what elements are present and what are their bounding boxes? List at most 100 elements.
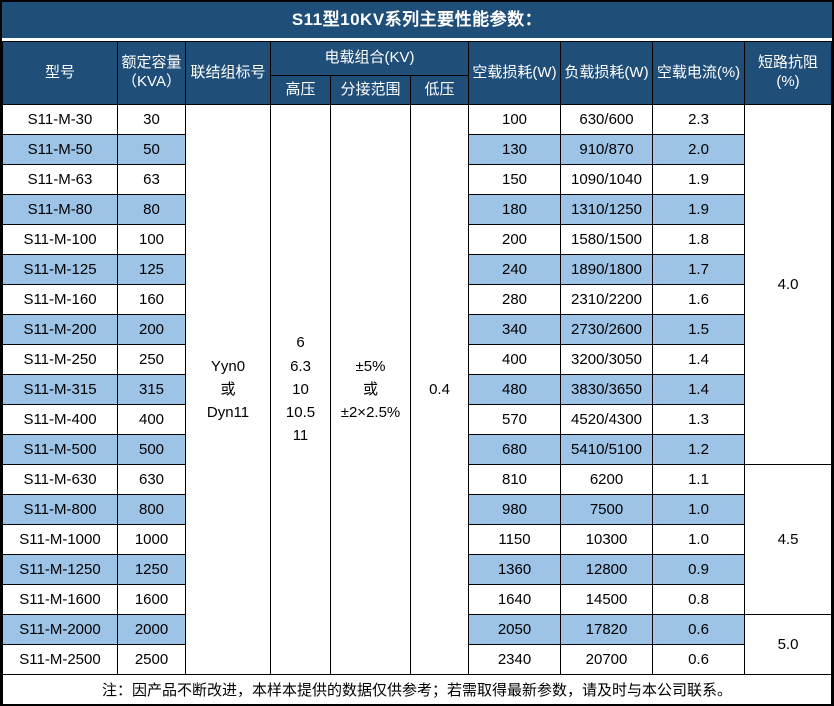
model-cell: S11-M-400	[2, 404, 118, 435]
capacity-cell: 800	[117, 494, 186, 525]
no-load-current-cell: 0.9	[652, 554, 745, 585]
load-loss-cell: 5410/5100	[560, 434, 653, 465]
capacity-cell: 63	[117, 164, 186, 195]
load-loss-cell: 630/600	[560, 104, 653, 135]
header-tap-range: 分接范围	[330, 75, 411, 105]
no-load-loss-cell: 480	[468, 374, 561, 405]
impedance-cell: 5.0	[744, 614, 832, 675]
load-loss-cell: 1890/1800	[560, 254, 653, 285]
model-cell: S11-M-63	[2, 164, 118, 195]
capacity-cell: 1600	[117, 584, 186, 615]
capacity-cell: 1250	[117, 554, 186, 585]
capacity-cell: 2000	[117, 614, 186, 645]
load-loss-cell: 2730/2600	[560, 314, 653, 345]
header-connection: 联结组标号	[185, 41, 271, 105]
header-capacity: 额定容量 （KVA）	[117, 41, 186, 105]
table-row: S11-M-100 100 200 1580/1500 1.8	[2, 224, 832, 255]
no-load-current-cell: 1.1	[652, 464, 745, 495]
no-load-current-cell: 2.0	[652, 134, 745, 165]
no-load-current-cell: 1.8	[652, 224, 745, 255]
model-cell: S11-M-2500	[2, 644, 118, 675]
capacity-cell: 80	[117, 194, 186, 225]
connection-cell: Yyn0 或 Dyn11	[185, 104, 271, 675]
table-row: S11-M-500 500 680 5410/5100 1.2	[2, 434, 832, 465]
table-row: S11-M-1600 1600 1640 14500 0.8	[2, 584, 832, 615]
load-loss-cell: 3830/3650	[560, 374, 653, 405]
header-model: 型号	[2, 41, 118, 105]
table-row: S11-M-63 63 150 1090/1040 1.9	[2, 164, 832, 195]
load-loss-cell: 7500	[560, 494, 653, 525]
capacity-cell: 200	[117, 314, 186, 345]
table-body: S11-M-30 30 Yyn0 或 Dyn11 6 6.3 10 10.5 11 ±5…	[2, 104, 832, 675]
no-load-current-cell: 1.9	[652, 164, 745, 195]
no-load-current-cell: 1.5	[652, 314, 745, 345]
load-loss-cell: 3200/3050	[560, 344, 653, 375]
impedance-cell: 4.5	[744, 464, 832, 615]
header-hv: 高压	[270, 75, 331, 105]
no-load-current-cell: 1.0	[652, 524, 745, 555]
no-load-current-cell: 2.3	[652, 104, 745, 135]
model-cell: S11-M-50	[2, 134, 118, 165]
no-load-loss-cell: 340	[468, 314, 561, 345]
load-loss-cell: 12800	[560, 554, 653, 585]
model-cell: S11-M-1000	[2, 524, 118, 555]
no-load-current-cell: 1.0	[652, 494, 745, 525]
no-load-loss-cell: 2050	[468, 614, 561, 645]
no-load-loss-cell: 130	[468, 134, 561, 165]
no-load-current-cell: 1.3	[652, 404, 745, 435]
table-row: S11-M-400 400 570 4520/4300 1.3	[2, 404, 832, 435]
model-cell: S11-M-630	[2, 464, 118, 495]
load-loss-cell: 6200	[560, 464, 653, 495]
no-load-current-cell: 0.8	[652, 584, 745, 615]
no-load-current-cell: 1.7	[652, 254, 745, 285]
no-load-loss-cell: 400	[468, 344, 561, 375]
capacity-cell: 2500	[117, 644, 186, 675]
header-impedance: 短路抗阻(%)	[744, 41, 832, 105]
capacity-cell: 50	[117, 134, 186, 165]
no-load-current-cell: 1.6	[652, 284, 745, 315]
no-load-current-cell: 1.9	[652, 194, 745, 225]
table-row: S11-M-1000 1000 1150 10300 1.0	[2, 524, 832, 555]
header-lv: 低压	[410, 75, 469, 105]
model-cell: S11-M-80	[2, 194, 118, 225]
table-row: S11-M-1250 1250 1360 12800 0.9	[2, 554, 832, 585]
model-cell: S11-M-1600	[2, 584, 118, 615]
no-load-loss-cell: 180	[468, 194, 561, 225]
no-load-current-cell: 1.4	[652, 344, 745, 375]
table-row: S11-M-800 800 980 7500 1.0	[2, 494, 832, 525]
no-load-loss-cell: 1360	[468, 554, 561, 585]
table-row: S11-M-160 160 280 2310/2200 1.6	[2, 284, 832, 315]
no-load-loss-cell: 100	[468, 104, 561, 135]
capacity-cell: 100	[117, 224, 186, 255]
table-row: S11-M-250 250 400 3200/3050 1.4	[2, 344, 832, 375]
load-loss-cell: 14500	[560, 584, 653, 615]
table-footer: 注：因产品不断改进，本样本提供的数据仅供参考；若需取得最新参数，请及时与本公司联…	[2, 674, 832, 705]
table-row: S11-M-50 50 130 910/870 2.0	[2, 134, 832, 165]
model-cell: S11-M-1250	[2, 554, 118, 585]
load-loss-cell: 1090/1040	[560, 164, 653, 195]
table-row: S11-M-630 630 810 6200 1.1 4.5	[2, 464, 832, 615]
model-cell: S11-M-30	[2, 104, 118, 135]
load-loss-cell: 910/870	[560, 134, 653, 165]
capacity-cell: 500	[117, 434, 186, 465]
header-no-load-loss: 空载损耗(W)	[468, 41, 561, 105]
table-row: S11-M-2500 2500 2340 20700 0.6	[2, 644, 832, 675]
no-load-loss-cell: 2340	[468, 644, 561, 675]
table-row: S11-M-125 125 240 1890/1800 1.7	[2, 254, 832, 285]
impedance-cell: 4.0	[744, 104, 832, 465]
no-load-loss-cell: 680	[468, 434, 561, 465]
load-loss-cell: 10300	[560, 524, 653, 555]
model-cell: S11-M-125	[2, 254, 118, 285]
model-cell: S11-M-100	[2, 224, 118, 255]
table-row: S11-M-200 200 340 2730/2600 1.5	[2, 314, 832, 345]
no-load-loss-cell: 980	[468, 494, 561, 525]
page-title: S11型10KV系列主要性能参数：	[2, 2, 832, 41]
no-load-current-cell: 1.2	[652, 434, 745, 465]
capacity-cell: 1000	[117, 524, 186, 555]
model-cell: S11-M-250	[2, 344, 118, 375]
no-load-loss-cell: 200	[468, 224, 561, 255]
no-load-loss-cell: 240	[468, 254, 561, 285]
table-header: 型号 额定容量 （KVA） 联结组标号 电载组合(KV) 空载损耗(W) 负载损…	[2, 41, 832, 105]
capacity-cell: 160	[117, 284, 186, 315]
